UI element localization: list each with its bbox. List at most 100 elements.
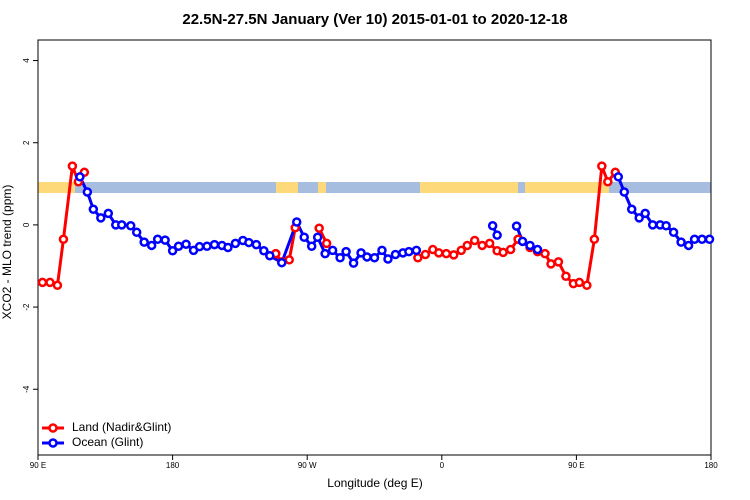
point: [484, 238, 495, 249]
point: [697, 234, 707, 245]
y-axis-label: XCO2 - MLO trend (ppm): [0, 185, 14, 320]
point: [449, 250, 459, 260]
point: [321, 238, 332, 249]
point: [45, 277, 55, 288]
point: [540, 248, 550, 259]
chart-title: 22.5N-27.5N January (Ver 10) 2015-01-01 …: [182, 11, 567, 28]
x-tick-label: 180: [704, 461, 718, 470]
point: [299, 232, 309, 242]
point: [335, 253, 345, 263]
y-tick-label: -2: [22, 303, 31, 311]
point: [525, 240, 535, 251]
x-tick-label: 180: [166, 461, 180, 470]
point: [209, 239, 220, 250]
point: [259, 246, 269, 256]
legend-label: Ocean (Glint): [72, 435, 143, 449]
point: [58, 234, 69, 245]
point: [532, 244, 543, 255]
point: [589, 234, 600, 245]
point: [52, 280, 63, 291]
point: [223, 242, 233, 253]
point: [505, 244, 516, 255]
point: [498, 247, 508, 258]
x-tick-label: 90 E: [30, 461, 46, 470]
point: [230, 238, 241, 249]
point: [456, 245, 466, 256]
point: [647, 220, 658, 230]
point: [167, 246, 178, 256]
point: [131, 227, 142, 238]
land-strip: [525, 182, 609, 193]
point: [619, 187, 630, 197]
plot-frame: [37, 39, 712, 456]
point: [413, 253, 423, 263]
point: [152, 234, 163, 245]
point: [704, 234, 715, 245]
point: [404, 246, 414, 257]
point: [469, 235, 480, 246]
point: [173, 241, 184, 252]
point: [546, 259, 556, 269]
legend-marker: [48, 423, 58, 433]
point: [194, 241, 205, 252]
point: [146, 240, 157, 251]
point: [462, 240, 472, 251]
legend-label: Land (Nadir&Glint): [72, 420, 171, 434]
ocean-strip: [38, 182, 711, 193]
point: [683, 240, 694, 251]
point: [291, 217, 302, 227]
point: [362, 252, 372, 262]
land-strip: [420, 182, 518, 193]
y-tick-label: 2: [22, 140, 31, 145]
point: [356, 248, 366, 258]
point: [160, 235, 170, 245]
x-tick-label: 0: [440, 461, 445, 470]
point: [597, 161, 607, 171]
point: [125, 220, 136, 231]
point: [634, 213, 644, 223]
land-ocean-strip: [38, 182, 711, 193]
land-strip: [318, 182, 326, 193]
point: [603, 177, 613, 187]
point: [511, 221, 522, 231]
point: [312, 232, 323, 242]
point: [327, 245, 338, 256]
point: [341, 246, 351, 257]
point: [139, 237, 149, 247]
point: [411, 245, 422, 256]
point: [96, 213, 106, 223]
point: [383, 254, 393, 264]
legend: Land (Nadir&Glint)Ocean (Glint): [42, 420, 171, 449]
point: [277, 257, 287, 268]
point: [306, 241, 317, 252]
point: [390, 249, 401, 260]
point: [441, 248, 452, 259]
x-axis-label: Longitude (deg E): [327, 476, 422, 490]
point: [561, 271, 571, 282]
point: [244, 237, 254, 248]
point: [181, 239, 191, 249]
point: [553, 257, 564, 267]
y-tick-label: 4: [22, 58, 31, 63]
point: [477, 240, 487, 251]
y-tick-label: -4: [22, 385, 31, 393]
point: [284, 255, 295, 265]
land-strip: [38, 182, 75, 193]
land-strip: [276, 182, 298, 193]
point: [103, 208, 114, 219]
point: [574, 277, 585, 288]
point: [517, 236, 528, 247]
point: [202, 241, 212, 252]
point: [377, 245, 387, 256]
point: [661, 220, 671, 231]
point: [88, 204, 99, 215]
point: [75, 172, 85, 182]
point: [613, 172, 624, 182]
point: [689, 234, 700, 245]
point: [676, 237, 686, 247]
point: [314, 223, 324, 233]
point: [320, 248, 330, 259]
point: [487, 220, 498, 231]
